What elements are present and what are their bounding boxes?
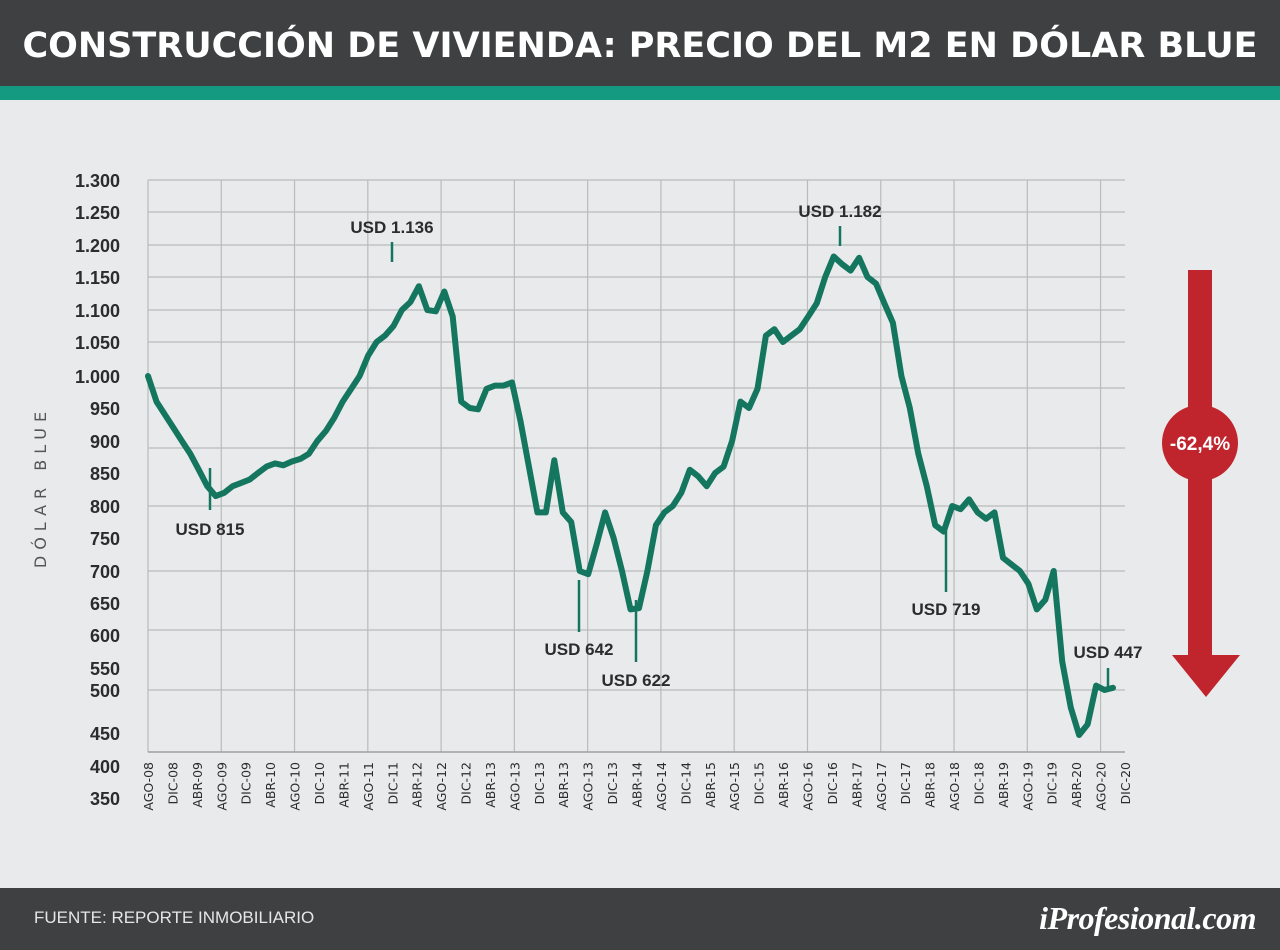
- x-tick-label: ABR-14: [630, 762, 645, 808]
- header-bar: CONSTRUCCIÓN DE VIVIENDA: PRECIO DEL M2 …: [0, 0, 1280, 100]
- x-tick-label: AGO-19: [1020, 762, 1035, 811]
- x-tick-label: DIC-13: [532, 762, 547, 804]
- x-tick-label: AGO-13: [507, 762, 522, 811]
- page-title: CONSTRUCCIÓN DE VIVIENDA: PRECIO DEL M2 …: [22, 26, 1258, 66]
- x-tick-label: DIC-18: [971, 762, 986, 805]
- x-tick-label: ABR-18: [923, 762, 938, 808]
- y-tick-label: 900: [90, 432, 120, 452]
- source-note: FUENTE: REPORTE INMOBILIARIO: [34, 908, 315, 927]
- x-tick-label: ABR-16: [776, 762, 791, 808]
- x-tick-label: ABR-19: [996, 762, 1011, 808]
- x-tick-label: AGO-12: [434, 762, 449, 811]
- x-tick-label: AGO-15: [727, 762, 742, 811]
- y-tick-label: 500: [90, 681, 120, 701]
- line-chart: 1.300 1.250 1.200 1.150 1.100 1.050 1.000 950 90…: [31, 171, 1240, 811]
- annotation-label: USD 719: [912, 600, 981, 619]
- y-tick-label: 1.250: [75, 203, 120, 223]
- x-tick-label: DIC-13: [605, 762, 620, 804]
- x-tick-label: DIC-17: [898, 762, 913, 804]
- annotation-label: USD 447: [1074, 643, 1143, 662]
- y-tick-label: 700: [90, 562, 120, 582]
- footer-bar: FUENTE: REPORTE INMOBILIARIO iProfesiona…: [0, 888, 1280, 950]
- annotation-label: USD 815: [176, 520, 245, 539]
- y-tick-label: 950: [90, 399, 120, 419]
- x-tick-label: AGO-11: [361, 762, 376, 811]
- x-tick-label: DIC-15: [752, 762, 767, 804]
- decline-arrow-head: [1172, 655, 1240, 697]
- x-tick-label: ABR-17: [849, 762, 864, 808]
- y-tick-label: 1.300: [75, 171, 120, 191]
- y-tick-label: 650: [90, 594, 120, 614]
- x-tick-label: AGO-17: [874, 762, 889, 811]
- y-tick-label: 400: [90, 757, 120, 777]
- x-tick-label: DIC-19: [1045, 762, 1060, 805]
- y-axis-title: DÓLAR BLUE: [31, 406, 50, 568]
- x-tick-label: ABR-15: [703, 762, 718, 808]
- y-tick-label: 350: [90, 789, 120, 809]
- x-tick-label: DIC-12: [459, 762, 474, 804]
- series-line: [145, 253, 1116, 738]
- brand-logo: iProfesional.com: [1039, 900, 1256, 936]
- y-tick-label: 1.200: [75, 236, 120, 256]
- y-tick-label: 750: [90, 529, 120, 549]
- x-tick-label: DIC-20: [1118, 762, 1133, 805]
- y-tick-label: 450: [90, 724, 120, 744]
- x-tick-label: ABR-10: [263, 762, 278, 808]
- y-tick-label: 1.050: [75, 333, 120, 353]
- x-tick-label: DIC-16: [825, 762, 840, 805]
- x-tick-label: ABR-09: [190, 762, 205, 808]
- annotation-label: USD 642: [545, 640, 614, 659]
- x-tick-label: AGO-14: [654, 762, 669, 811]
- decline-badge: [1162, 405, 1238, 481]
- annotation-label: USD 622: [602, 671, 671, 690]
- x-tick-label: AGO-16: [800, 762, 815, 811]
- x-tick-label: ABR-12: [410, 762, 425, 808]
- x-tick-label: AGO-10: [288, 762, 303, 811]
- x-tick-label: AGO-18: [947, 762, 962, 811]
- x-tick-label: ABR-13: [556, 762, 571, 808]
- y-tick-label: 1.150: [75, 268, 120, 288]
- x-tick-label: AGO-20: [1094, 762, 1109, 811]
- annotation-label: USD 1.136: [350, 218, 433, 237]
- x-tick-label: DIC-09: [239, 762, 254, 805]
- annotation-label: USD 1.182: [798, 202, 881, 221]
- accent-stripe: [0, 86, 1280, 100]
- y-tick-label: 600: [90, 626, 120, 646]
- y-tick-label: 800: [90, 497, 120, 517]
- x-tick-label: AGO-13: [581, 762, 596, 811]
- x-tick-label: DIC-11: [385, 762, 400, 804]
- x-tick-label: DIC-10: [312, 762, 327, 805]
- x-tick-label: AGO-08: [141, 762, 156, 811]
- x-tick-label: ABR-11: [336, 762, 351, 808]
- x-tick-label: ABR-20: [1069, 762, 1084, 808]
- decline-badge-label: -62,4%: [1170, 434, 1230, 455]
- x-tick-label: DIC-14: [678, 762, 693, 805]
- x-tick-label: DIC-08: [165, 762, 180, 805]
- y-tick-label: 1.000: [75, 367, 120, 387]
- y-tick-label: 550: [90, 659, 120, 679]
- y-tick-label: 1.100: [75, 301, 120, 321]
- x-tick-label: ABR-13: [483, 762, 498, 808]
- x-tick-label: AGO-09: [214, 762, 229, 811]
- y-tick-label: 850: [90, 464, 120, 484]
